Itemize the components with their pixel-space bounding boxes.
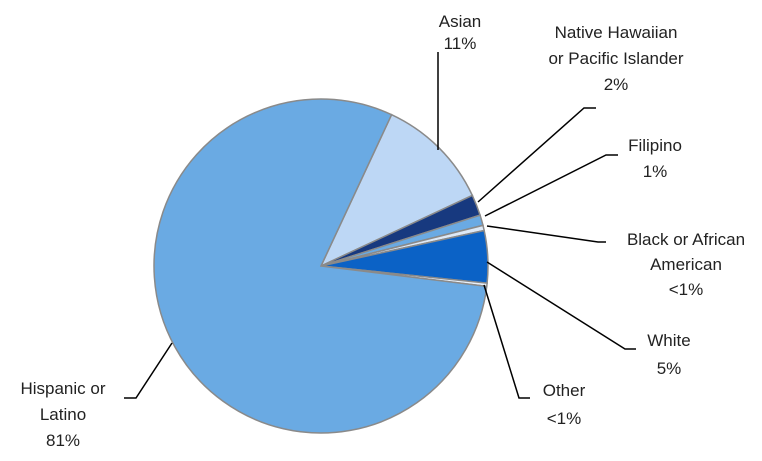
slice-label-line: American <box>650 255 722 274</box>
pie-slices <box>153 98 489 434</box>
leader-line-1 <box>477 107 596 203</box>
slice-label-line: 5% <box>657 359 682 378</box>
slice-label-line: <1% <box>547 409 582 428</box>
leader-line-5 <box>483 284 530 399</box>
slice-label-line: Latino <box>40 405 86 424</box>
slice-label-line: 81% <box>46 431 80 450</box>
slice-label-0: Asian 11% <box>439 12 482 53</box>
slice-label-line: 1% <box>643 162 668 181</box>
pie-slice-6 <box>153 98 488 434</box>
slice-label-line: <1% <box>669 280 704 299</box>
slice-label-4: White 5% <box>647 331 690 378</box>
slice-label-line: or Pacific Islander <box>548 49 683 68</box>
slice-label-1: Native Hawaiian or Pacific Islander 2% <box>548 23 683 94</box>
leader-line-4 <box>486 261 636 350</box>
leader-line-2 <box>484 154 618 217</box>
slice-labels: Asian 11% Native Hawaiian or Pacific Island… <box>20 12 745 450</box>
slice-label-3: Black or African American <1% <box>627 230 745 299</box>
slice-label-line: Other <box>543 381 586 400</box>
slice-label-line: Asian <box>439 12 482 31</box>
slice-label-6: Hispanic or Latino 81% <box>20 379 105 450</box>
slice-label-line: White <box>647 331 690 350</box>
slice-label-line: Native Hawaiian <box>555 23 678 42</box>
leader-line-6 <box>124 342 173 399</box>
slice-label-line: 11% <box>444 34 477 53</box>
leader-line-3 <box>486 225 606 243</box>
slice-label-5: Other <1% <box>543 381 586 428</box>
pie-slice-0 <box>319 113 474 268</box>
leader-lines <box>124 52 636 399</box>
slice-label-line: Filipino <box>628 136 682 155</box>
slice-label-line: Black or African <box>627 230 745 249</box>
slice-label-line: 2% <box>604 75 629 94</box>
slice-label-2: Filipino 1% <box>628 136 682 181</box>
slice-label-line: Hispanic or <box>20 379 105 398</box>
